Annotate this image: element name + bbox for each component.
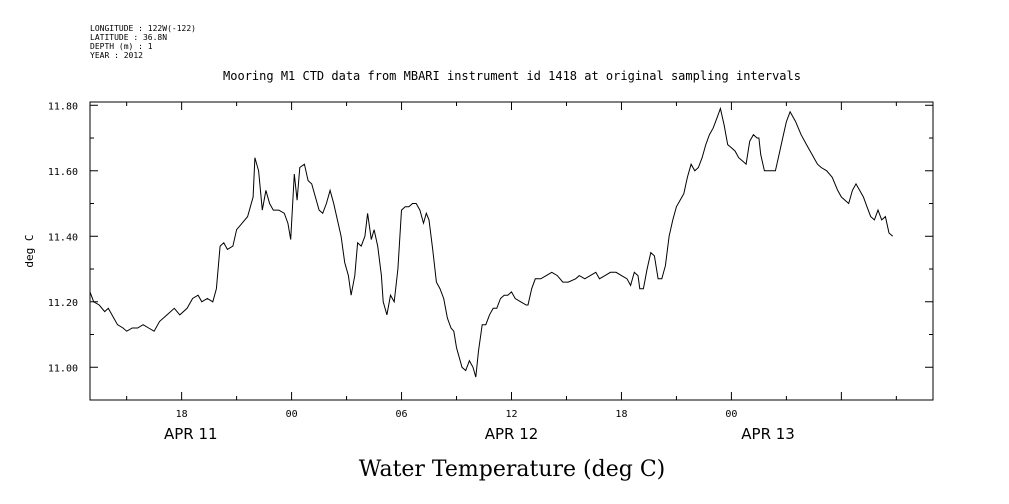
meta-depth: DEPTH (m) : 1 [90,42,153,51]
date-label: APR 13 [741,425,795,443]
meta-longitude: LONGITUDE : 122W(-122) [90,24,196,33]
series-line [89,106,894,378]
date-label: APR 11 [164,425,218,443]
chart-title: Mooring M1 CTD data from MBARI instrumen… [223,69,801,83]
y-tick-label: 11.80 [48,101,78,112]
plot-frame [89,101,934,401]
y-tick-label: 11.00 [48,363,78,374]
series-layer [89,106,894,378]
meta-year: YEAR : 2012 [90,51,143,60]
x-axis: 18 00 06 12 18 00 [126,102,897,420]
x-tick-label: 12 [505,409,517,420]
date-label: APR 12 [485,425,539,443]
x-tick-label: 18 [176,409,188,420]
x-tick-label: 18 [615,409,627,420]
y-tick-label: 11.40 [48,232,78,243]
y-axis-label: deg C [23,234,36,267]
caption: Water Temperature (deg C) [359,457,666,482]
meta-latitude: LATITUDE : 36.8N [90,33,167,42]
x-tick-label: 00 [725,409,737,420]
x-tick-label: 00 [286,409,298,420]
y-tick-label: 11.20 [48,298,78,309]
date-labels: APR 11 APR 12 APR 13 [164,425,795,443]
y-tick-label: 11.60 [48,167,78,178]
y-axis: 11.00 11.20 11.40 11.60 11.80 [48,101,933,401]
x-tick-label: 06 [396,409,408,420]
